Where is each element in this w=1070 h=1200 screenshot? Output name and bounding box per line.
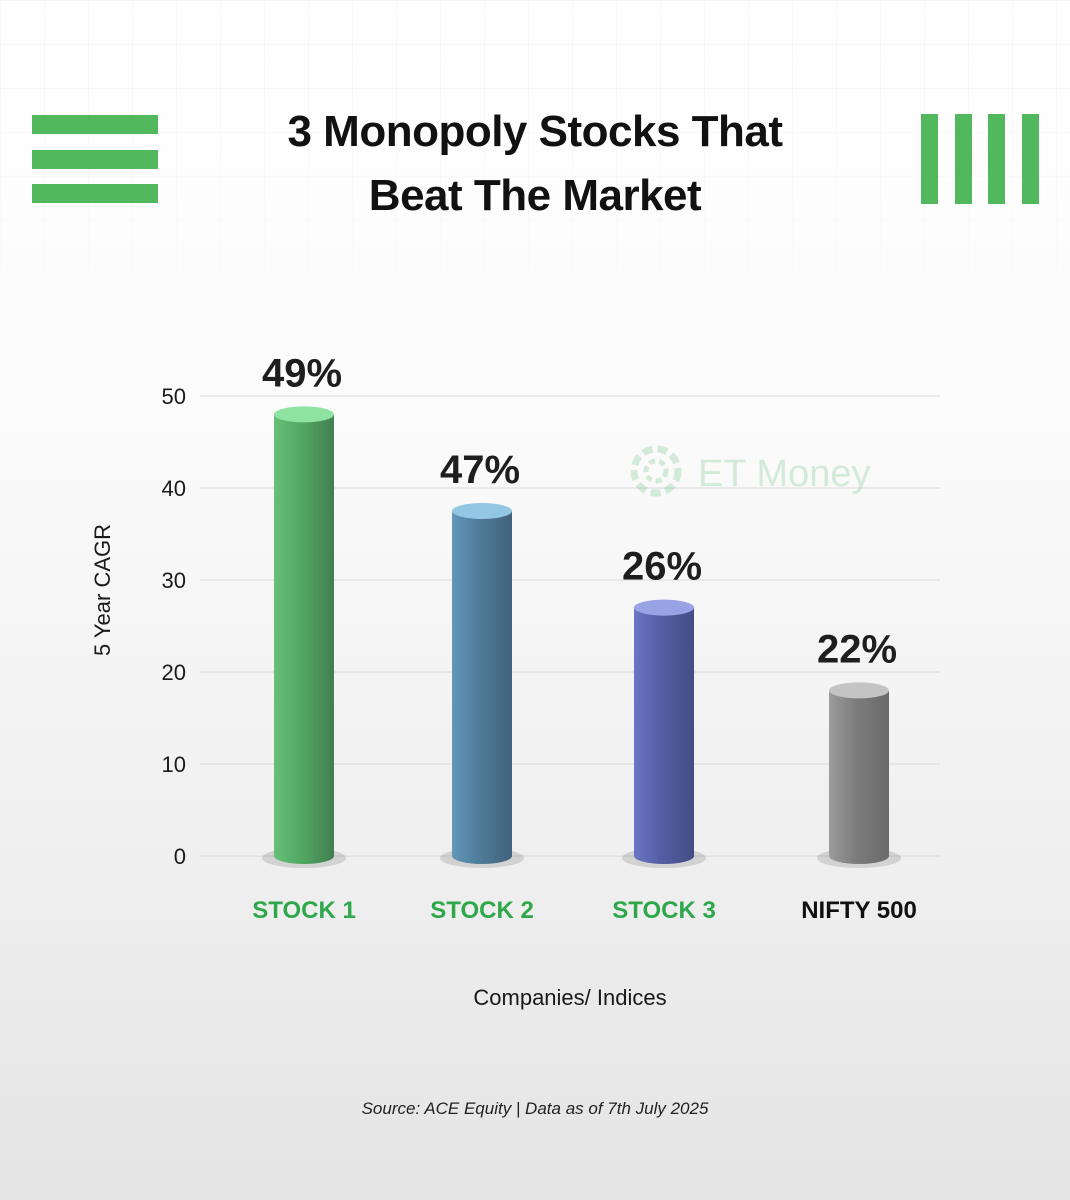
y-axis-ticks: 0 10 20 30 40 50 (162, 384, 186, 869)
bars (262, 406, 901, 868)
et-money-logo-icon (630, 445, 682, 497)
menu-icon (32, 115, 158, 203)
y-tick-label: 50 (162, 384, 186, 409)
vertical-bar (988, 114, 1005, 204)
category-label: STOCK 2 (430, 897, 534, 924)
bar-cap (452, 503, 512, 519)
et-money-watermark: ET Money (630, 445, 870, 497)
value-label: 26% (622, 545, 702, 589)
vertical-bars-icon (921, 114, 1039, 204)
y-tick-label: 40 (162, 476, 186, 501)
category-label: STOCK 3 (612, 897, 716, 924)
value-labels: 49% 47% 26% 22% (262, 351, 897, 671)
bar (274, 414, 334, 864)
menu-icon-bar (32, 115, 158, 134)
bar (452, 511, 512, 864)
title-line-2: Beat The Market (368, 171, 702, 220)
y-tick-label: 0 (174, 844, 186, 869)
bar-cap (634, 599, 694, 616)
bar (829, 690, 889, 864)
source-note: Source: ACE Equity | Data as of 7th July… (361, 1099, 709, 1118)
category-label: NIFTY 500 (801, 897, 917, 924)
category-label: STOCK 1 (252, 897, 356, 924)
background-grid (0, 0, 1070, 330)
value-label: 22% (817, 627, 897, 671)
bar-cap (829, 682, 889, 699)
value-label: 49% (262, 351, 342, 395)
category-labels: STOCK 1 STOCK 2 STOCK 3 NIFTY 500 (252, 897, 917, 924)
y-tick-label: 30 (162, 568, 186, 593)
menu-icon-bar (32, 150, 158, 169)
vertical-bar (921, 114, 938, 204)
value-label: 47% (440, 448, 520, 492)
y-axis-label: 5 Year CAGR (90, 524, 115, 656)
watermark-text: ET Money (698, 453, 870, 495)
x-axis-label: Companies/ Indices (473, 985, 666, 1010)
y-tick-label: 10 (162, 752, 186, 777)
bar (634, 607, 694, 864)
menu-icon-bar (32, 184, 158, 203)
y-tick-label: 20 (162, 660, 186, 685)
bar-cap (274, 406, 334, 423)
vertical-bar (955, 114, 972, 204)
title-line-1: 3 Monopoly Stocks That (287, 107, 783, 156)
vertical-bar (1022, 114, 1039, 204)
page-title: 3 Monopoly Stocks That Beat The Market (0, 100, 1070, 228)
